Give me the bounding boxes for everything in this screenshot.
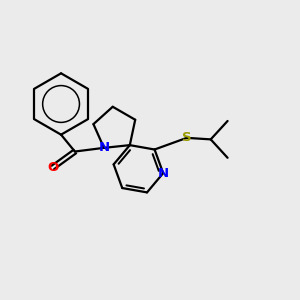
Text: N: N [158, 167, 169, 180]
Text: O: O [47, 161, 58, 174]
Text: S: S [182, 131, 192, 144]
Text: N: N [98, 141, 110, 154]
